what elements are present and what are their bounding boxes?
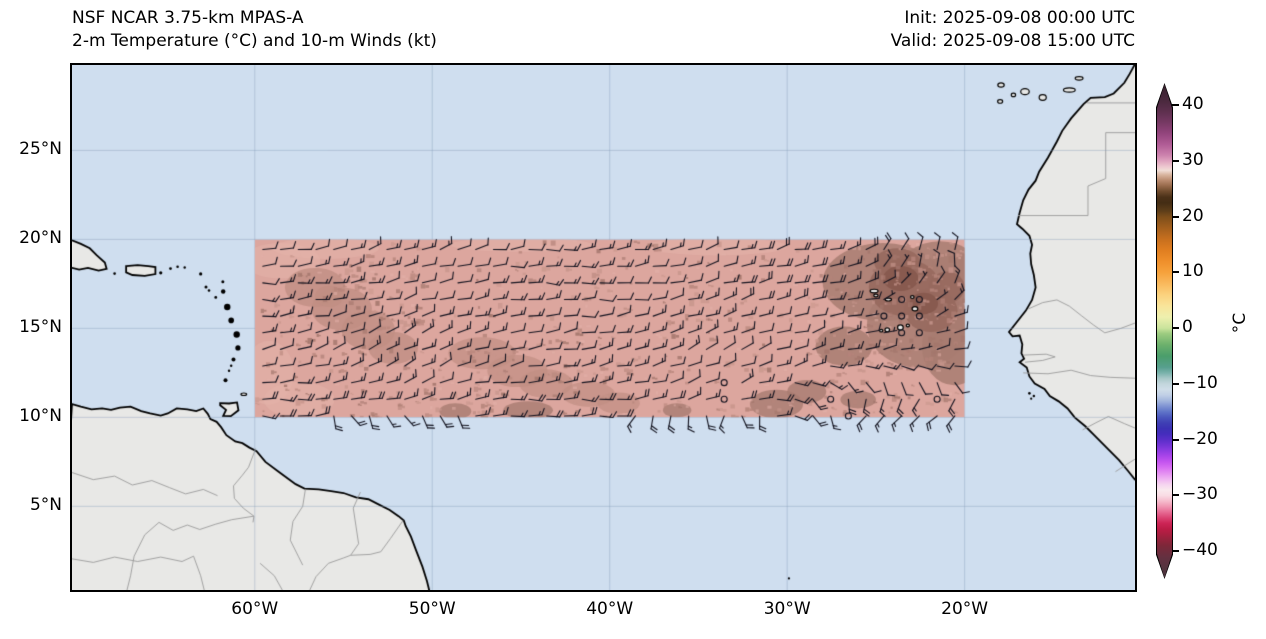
y-tick-label: 20°N (19, 228, 62, 249)
map-canvas (72, 65, 1135, 590)
colorbar-tick-label: 10 (1182, 261, 1204, 282)
plot-title: NSF NCAR 3.75-km MPAS-A 2-m Temperature (… (72, 7, 437, 53)
colorbar-tick-label: 30 (1182, 149, 1204, 170)
run-times: Init: 2025-09-08 00:00 UTC Valid: 2025-09… (891, 7, 1135, 53)
y-tick-label: 10°N (19, 406, 62, 427)
colorbar-tick-label: 20 (1182, 205, 1204, 226)
x-tick-label: 20°W (941, 599, 989, 619)
colorbar (1156, 83, 1173, 579)
y-tick-label: 25°N (19, 139, 62, 160)
colorbar-tickmark (1172, 494, 1179, 497)
colorbar-tickmark (1172, 104, 1179, 106)
valid-time: Valid: 2025-09-08 15:00 UTC (890, 31, 1135, 51)
x-tick-label: 30°W (763, 599, 811, 619)
colorbar-tickmark (1172, 438, 1179, 441)
colorbar-tick-label: 40 (1182, 94, 1204, 114)
title-line-2: 2-m Temperature (°C) and 10-m Winds (kt) (72, 31, 437, 51)
init-time: Init: 2025-09-08 00:00 UTC (904, 8, 1135, 28)
colorbar-unit-label: °C (1230, 312, 1250, 334)
x-tick-label: 60°W (231, 599, 279, 619)
colorbar-tickmark (1172, 215, 1179, 218)
x-tick-label: 40°W (586, 599, 634, 619)
colorbar-tick-label: 0 (1182, 317, 1193, 337)
colorbar-tickmark (1172, 159, 1179, 162)
colorbar-tickmark (1172, 271, 1179, 274)
x-tick-label: 50°W (408, 599, 456, 619)
colorbar-tick-label: −30 (1182, 484, 1218, 505)
colorbar-tick-label: −10 (1182, 372, 1218, 393)
y-tick-label: 5°N (29, 495, 62, 516)
colorbar-tickmark (1172, 550, 1179, 552)
colorbar-tickmark (1172, 327, 1179, 329)
colorbar-tickmark (1172, 382, 1179, 385)
colorbar-tick-label: −20 (1182, 428, 1218, 449)
y-tick-label: 15°N (19, 317, 62, 338)
map-axes (70, 63, 1137, 592)
colorbar-tick-label: −40 (1182, 540, 1218, 560)
colorbar-gradient (1157, 84, 1172, 578)
title-line-1: NSF NCAR 3.75-km MPAS-A (72, 8, 304, 28)
